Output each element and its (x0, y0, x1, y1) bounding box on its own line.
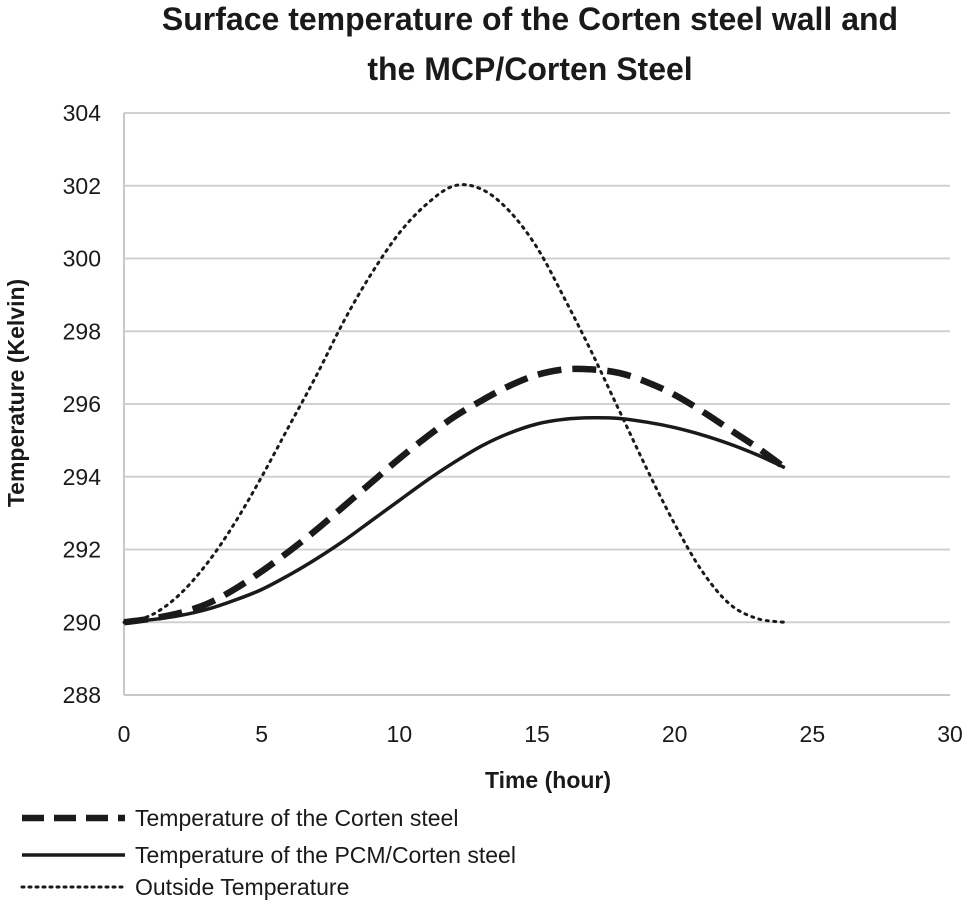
series-line-outside (122, 183, 787, 624)
x-tick-label: 10 (387, 721, 413, 747)
y-tick-label: 292 (63, 537, 101, 563)
y-tick-label: 288 (63, 682, 101, 708)
y-tick-label: 302 (63, 173, 101, 199)
series-line-corten (123, 365, 787, 626)
y-tick-label: 298 (63, 318, 101, 344)
x-tick-label: 0 (118, 721, 131, 747)
x-tick-label: 30 (937, 721, 963, 747)
x-tick-labels: 0 5 10 15 20 25 30 (118, 721, 963, 747)
x-tick-label: 5 (255, 721, 268, 747)
gridlines (124, 112, 950, 624)
x-tick-label: 25 (800, 721, 826, 747)
axes (123, 113, 950, 696)
legend-label-outside: Outside Temperature (135, 874, 349, 900)
chart-title-line-1: Surface temperature of the Corten steel … (162, 1, 898, 37)
y-tick-labels: 288 290 292 294 296 298 300 302 304 (63, 100, 102, 708)
x-tick-label: 20 (662, 721, 688, 747)
y-axis-title: Temperature (Kelvin) (3, 279, 29, 507)
series-line-pcm-corten (123, 416, 786, 625)
legend: Temperature of the Corten steel Temperat… (20, 805, 516, 900)
y-tick-label: 296 (63, 391, 101, 417)
y-tick-label: 304 (63, 100, 102, 126)
chart-title-line-2: the MCP/Corten Steel (367, 51, 692, 87)
legend-label-corten: Temperature of the Corten steel (135, 805, 458, 831)
y-tick-label: 294 (63, 464, 102, 490)
legend-label-pcm-corten: Temperature of the PCM/Corten steel (135, 842, 516, 868)
series-lines (122, 183, 787, 626)
y-tick-label: 290 (63, 609, 101, 635)
y-tick-label: 300 (63, 246, 101, 272)
x-axis-title: Time (hour) (485, 767, 611, 793)
x-tick-label: 15 (524, 721, 550, 747)
